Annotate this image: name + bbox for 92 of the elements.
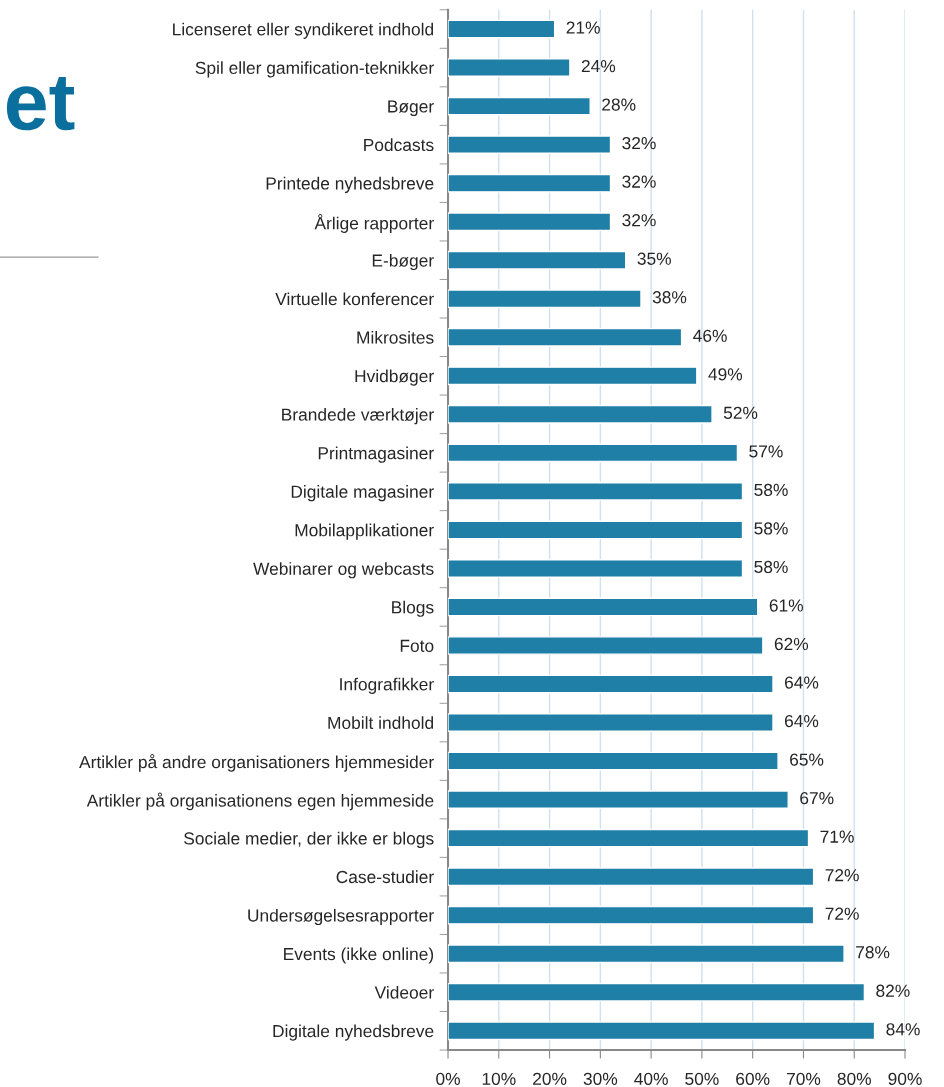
bar <box>448 443 739 463</box>
x-tick-label: 50% <box>685 1072 719 1086</box>
bar <box>448 828 810 848</box>
data-label: 71% <box>820 830 854 843</box>
bar <box>448 520 744 540</box>
data-label: 58% <box>754 522 788 535</box>
bar <box>448 944 845 964</box>
y-tick-label: Blogs <box>392 600 434 617</box>
bar <box>448 905 815 925</box>
bar <box>448 173 612 193</box>
data-label: 21% <box>566 21 600 34</box>
x-tick-label: 70% <box>786 1072 821 1086</box>
y-tick-label: Licenseret eller syndikeret indhold <box>173 22 434 39</box>
data-label: 67% <box>800 791 834 805</box>
bar <box>448 58 571 77</box>
bar <box>448 366 698 386</box>
data-label: 72% <box>825 907 859 920</box>
y-tick-label: Årlige rapporter <box>314 214 434 233</box>
data-label: 64% <box>784 676 819 689</box>
data-label: 38% <box>652 291 687 304</box>
y-tick-label: Webinarer og webcasts <box>253 562 434 579</box>
y-tick-label: Virtuelle konferencer <box>275 292 434 306</box>
bar <box>448 636 764 655</box>
y-tick-label: Mobilt indhold <box>328 716 434 730</box>
bar <box>448 96 591 116</box>
data-label: 61% <box>769 599 803 612</box>
bar <box>448 135 612 154</box>
y-tick-label: Sociale medier, der ikke er blogs <box>184 831 434 849</box>
y-tick-label: Podcasts <box>364 138 434 152</box>
y-tick-label: Infografikker <box>340 677 434 694</box>
y-tick-label: Spil eller gamification-teknikker <box>195 61 434 78</box>
y-tick-label: Mobilapplikationer <box>295 523 434 540</box>
data-label: 78% <box>856 946 890 959</box>
x-tick-label: 90% <box>888 1072 922 1086</box>
y-tick-label: Printmagasiner <box>318 446 434 463</box>
data-label: 46% <box>693 329 727 342</box>
data-label: 72% <box>825 869 859 882</box>
y-tick-label: Undersøgelsesrapporter <box>248 908 434 926</box>
data-label: 49% <box>708 368 743 381</box>
y-tick-label: Printede nyhedsbreve <box>266 176 434 194</box>
bar <box>448 674 774 694</box>
data-label: 58% <box>754 560 788 574</box>
data-label: 64% <box>784 714 819 728</box>
data-label: 62% <box>774 637 809 651</box>
data-label: 35% <box>637 252 671 265</box>
bar <box>448 212 612 232</box>
data-label: 32% <box>622 137 656 150</box>
x-tick-label: 10% <box>482 1072 516 1086</box>
data-label: 82% <box>876 984 910 997</box>
y-tick-label: Bøger <box>388 100 434 116</box>
data-label: 58% <box>754 483 788 497</box>
bar <box>448 482 744 501</box>
bar <box>448 713 774 732</box>
data-label: 52% <box>723 406 758 419</box>
data-label: 57% <box>749 445 783 458</box>
x-tick-label: 60% <box>736 1072 770 1086</box>
data-label: 65% <box>790 753 824 766</box>
bar <box>448 751 779 771</box>
y-tick-label: Hvidbøger <box>355 369 434 386</box>
y-tick-label: Artikler på organisationens egen hjemmeside <box>86 792 434 811</box>
bar <box>448 867 815 887</box>
y-tick-label: Case-studier <box>336 870 434 884</box>
bar <box>448 19 556 39</box>
data-label: 32% <box>622 214 656 227</box>
y-tick-label: Digitale magasiner <box>291 485 434 502</box>
data-label: 24% <box>581 59 616 73</box>
x-tick-label: 40% <box>634 1072 668 1086</box>
x-tick-label: 30% <box>583 1072 618 1086</box>
y-tick-label: Mikrosites <box>357 330 434 344</box>
y-tick-label: Brandede værktøjer <box>282 408 434 425</box>
y-tick-label: Foto <box>400 639 434 652</box>
y-tick-label: Digitale nyhedsbreve <box>273 1024 434 1041</box>
y-tick-label: Events (ikke online) <box>284 947 434 964</box>
bar <box>448 404 713 424</box>
bar <box>448 982 866 1002</box>
x-tick-label: 80% <box>837 1072 871 1086</box>
bar <box>448 790 789 809</box>
y-tick-label: Artikler på andre organisationers hjemmesider <box>79 754 434 772</box>
data-label: 28% <box>602 98 636 111</box>
y-tick-label: Videoer <box>374 985 434 999</box>
bar <box>448 597 759 617</box>
data-label: 32% <box>622 175 656 188</box>
x-tick-label: 20% <box>533 1072 567 1086</box>
bar <box>448 327 683 347</box>
bar <box>448 1021 876 1041</box>
y-tick-label: E-bøger <box>372 253 434 271</box>
bar <box>448 559 744 578</box>
data-label: 84% <box>886 1023 920 1036</box>
bar <box>448 289 642 309</box>
bar <box>448 250 627 270</box>
x-tick-label: 0% <box>436 1072 460 1086</box>
text: et <box>6 76 75 131</box>
